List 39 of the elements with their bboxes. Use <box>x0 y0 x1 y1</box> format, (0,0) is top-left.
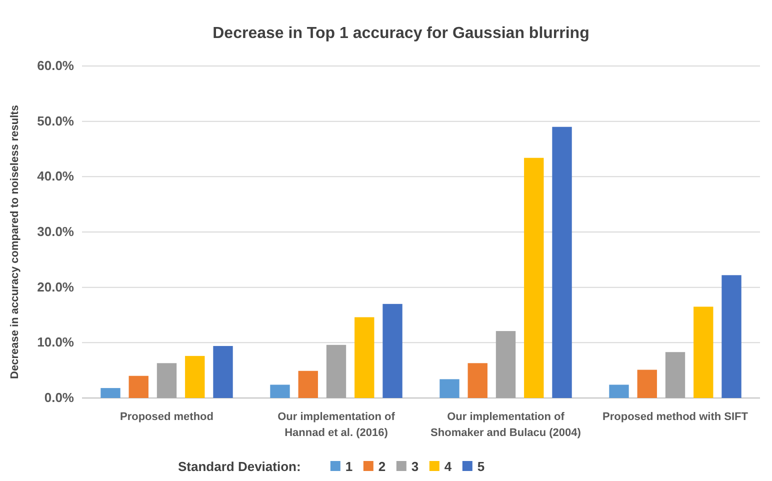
y-tick-label: 30.0% <box>37 224 74 239</box>
bar <box>326 344 346 398</box>
x-tick-label: Proposed method <box>120 411 214 423</box>
bar <box>665 352 686 398</box>
bar <box>298 370 318 398</box>
legend-label: 1 <box>345 459 353 474</box>
bar <box>213 346 233 398</box>
bar <box>722 275 742 398</box>
bar <box>496 331 516 398</box>
y-tick-label: 20.0% <box>37 279 74 294</box>
legend-label: 2 <box>378 459 386 474</box>
legend-title: Standard Deviation: <box>178 459 301 474</box>
y-tick-label: 10.0% <box>37 334 74 350</box>
legend-label: 5 <box>477 459 485 474</box>
x-tick-label: Our implementation of Shomaker and Bulacu (2004) <box>430 411 582 439</box>
bar <box>440 379 460 398</box>
legend-label: 3 <box>411 459 419 474</box>
bar <box>694 306 714 398</box>
y-tick-label: 60.0% <box>37 58 74 73</box>
bar <box>382 304 402 398</box>
bar <box>552 126 572 398</box>
legend-label: 4 <box>444 459 452 474</box>
x-tick-label: Our implementation of Hannad et al. (2016) <box>278 411 396 439</box>
bar <box>270 384 290 398</box>
bar <box>156 363 177 398</box>
bar <box>524 158 544 398</box>
bar <box>128 376 148 398</box>
bar <box>185 356 205 398</box>
y-tick-label: 50.0% <box>37 113 74 128</box>
y-axis-title: Decrease in accuracy compared to noiseless results <box>9 105 21 379</box>
bar <box>637 370 657 398</box>
bar <box>354 317 374 398</box>
y-tick-label: 40.0% <box>37 168 74 184</box>
chart-title: Decrease in Top 1 accuracy for Gaussian blurring <box>212 25 590 42</box>
bar <box>100 388 120 398</box>
bar <box>468 363 488 398</box>
x-tick-label: Proposed method with SIFT <box>602 411 748 423</box>
bar <box>609 384 629 398</box>
y-tick-label: 0.0% <box>44 390 74 405</box>
